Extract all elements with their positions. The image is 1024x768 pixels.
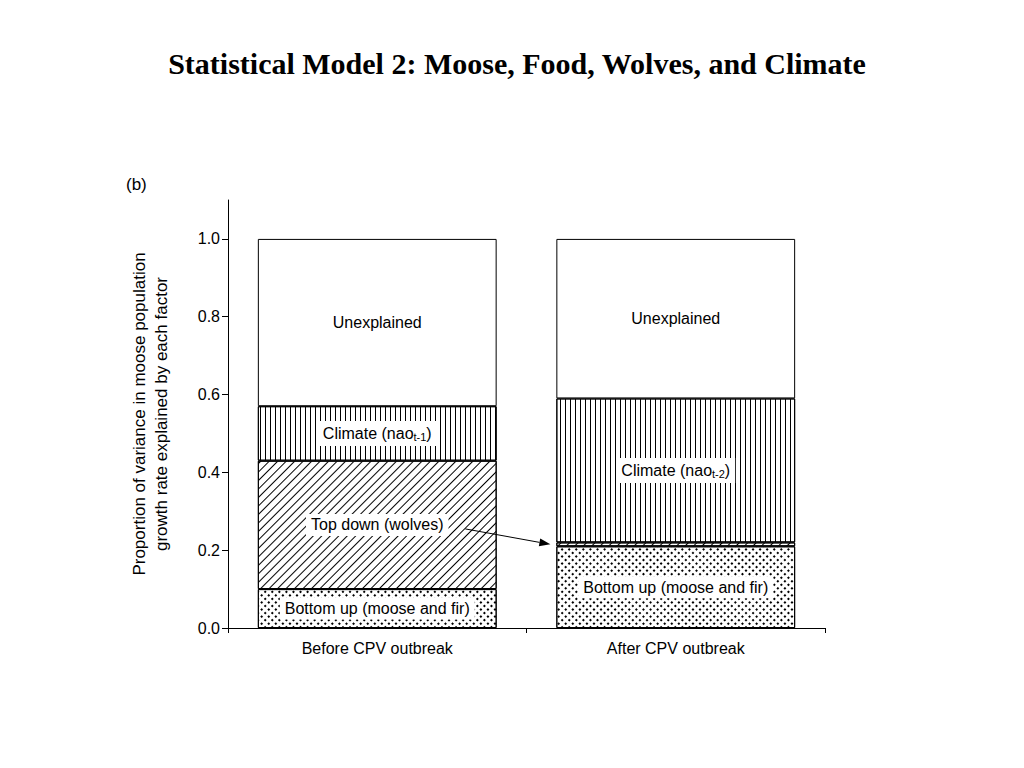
svg-text:Bottom up (moose and fir): Bottom up (moose and fir) [583,579,768,596]
svg-text:0.2: 0.2 [198,542,220,559]
svg-text:Climate (nao: Climate (nao [621,462,712,479]
svg-text:0.4: 0.4 [198,464,220,481]
svg-text:Top down (wolves): Top down (wolves) [311,516,444,533]
svg-text:t-1: t-1 [414,431,427,443]
svg-text:): ) [725,462,730,479]
svg-text:Bottom up (moose and fir): Bottom up (moose and fir) [285,600,470,617]
svg-text:Proportion of variance in moos: Proportion of variance in moose populati… [130,252,149,575]
svg-text:0.6: 0.6 [198,386,220,403]
svg-text:t-2: t-2 [712,468,725,480]
svg-text:Climate (nao: Climate (nao [323,425,414,442]
svg-text:Before CPV outbreak: Before CPV outbreak [302,640,454,657]
svg-text:(b): (b) [126,175,147,194]
svg-text:After CPV outbreak: After CPV outbreak [607,640,746,657]
svg-text:1.0: 1.0 [198,230,220,247]
svg-text:0.0: 0.0 [198,620,220,637]
svg-text:Statistical Model 2: Moose, Fo: Statistical Model 2: Moose, Food, Wolves… [168,47,866,80]
svg-text:0.8: 0.8 [198,308,220,325]
svg-text:Unexplained: Unexplained [333,314,422,331]
svg-text:growth rate explained by each: growth rate explained by each factor [152,277,171,551]
svg-text:Unexplained: Unexplained [631,310,720,327]
svg-text:): ) [426,425,431,442]
